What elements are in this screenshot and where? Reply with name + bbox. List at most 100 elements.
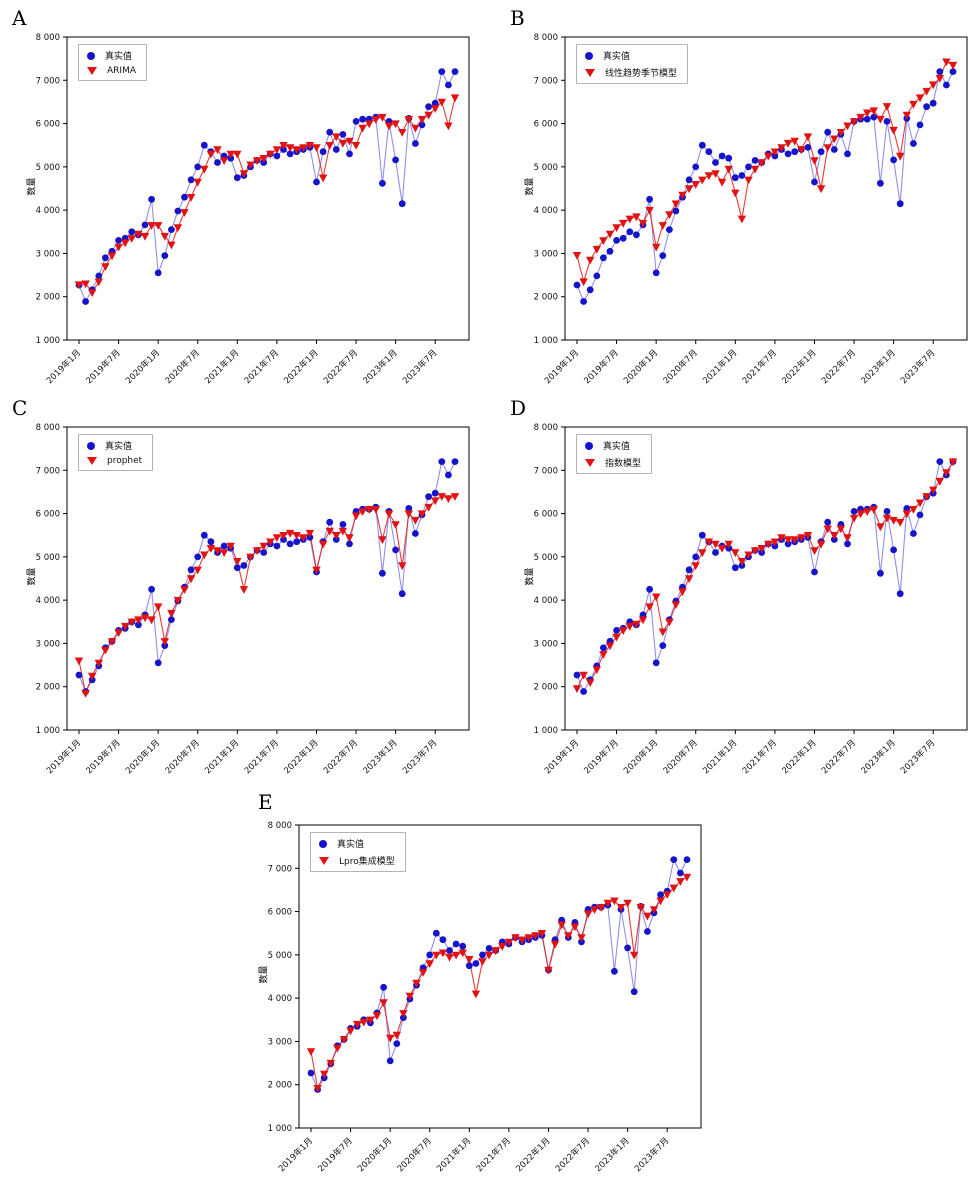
svg-text:2019年7月: 2019年7月 — [316, 1135, 355, 1174]
panel-letter-b: B — [510, 6, 525, 30]
y-axis-ticks: 1 000 2 000 3 000 4 000 5 000 6 000 7 000 8 000 — [534, 423, 565, 736]
svg-text:3 000: 3 000 — [534, 639, 558, 649]
svg-text:2021年7月: 2021年7月 — [740, 347, 779, 386]
svg-text:4 000: 4 000 — [534, 596, 558, 606]
legend-row-model: prophet — [87, 456, 142, 466]
legend-actual-label: 真实值 — [105, 442, 133, 452]
legend-row-actual: 真实值 — [319, 837, 395, 850]
panel-letter-a: A — [12, 6, 27, 30]
svg-text:5 000: 5 000 — [36, 553, 60, 563]
svg-text:2019年1月: 2019年1月 — [44, 737, 83, 776]
svg-text:4 000: 4 000 — [268, 994, 292, 1004]
svg-text:8 000: 8 000 — [534, 33, 558, 43]
actual-series-line — [78, 459, 456, 693]
svg-text:2023年7月: 2023年7月 — [400, 347, 439, 386]
svg-text:5 000: 5 000 — [36, 163, 60, 173]
svg-text:2019年1月: 2019年1月 — [44, 347, 83, 386]
x-axis-ticks: 2019年1月 2019年7月 2020年1月 2020年7月 2021年1月 2021年… — [542, 730, 937, 776]
actual-circle-marker-icon — [319, 839, 327, 848]
svg-text:8 000: 8 000 — [36, 423, 60, 433]
svg-text:2023年1月: 2023年1月 — [859, 347, 898, 386]
y-axis-ticks: 1 000 2 000 3 000 4 000 5 000 6 000 7 000 8 000 — [36, 423, 67, 736]
svg-text:2021年1月: 2021年1月 — [203, 737, 242, 776]
svg-text:2019年7月: 2019年7月 — [84, 347, 123, 386]
chart-panel-a: A 数量 1 000 2 000 3 000 4 000 5 000 6 000 7 000… — [8, 8, 486, 400]
svg-text:2020年1月: 2020年1月 — [621, 347, 660, 386]
svg-text:5 000: 5 000 — [268, 951, 292, 961]
svg-text:2023年7月: 2023年7月 — [632, 1135, 671, 1174]
actual-circle-marker-icon — [87, 51, 95, 60]
svg-text:2020年7月: 2020年7月 — [163, 737, 202, 776]
actual-circle-marker-icon — [87, 441, 95, 450]
x-axis-ticks: 2019年1月 2019年7月 2020年1月 2020年7月 2021年1月 2021年… — [276, 1128, 671, 1174]
svg-text:2023年7月: 2023年7月 — [898, 347, 937, 386]
svg-text:2021年1月: 2021年1月 — [435, 1135, 474, 1174]
legend-model-label: prophet — [107, 456, 143, 466]
svg-text:5 000: 5 000 — [534, 163, 558, 173]
svg-text:1 000: 1 000 — [268, 1124, 292, 1134]
svg-text:6 000: 6 000 — [268, 908, 292, 918]
svg-text:1 000: 1 000 — [534, 336, 558, 346]
chart-panel-b: B 数量 1 000 2 000 3 000 4 000 5 000 6 000 7 000… — [506, 8, 972, 400]
svg-text:2022年7月: 2022年7月 — [819, 347, 858, 386]
svg-text:2022年1月: 2022年1月 — [514, 1135, 553, 1174]
actual-series-line — [78, 69, 456, 303]
y-axis-ticks: 1 000 2 000 3 000 4 000 5 000 6 000 7 000 8 000 — [268, 821, 299, 1134]
svg-text:2021年1月: 2021年1月 — [701, 347, 740, 386]
svg-text:6 000: 6 000 — [36, 120, 60, 130]
svg-text:2020年7月: 2020年7月 — [163, 347, 202, 386]
model-triangle-marker-icon — [87, 457, 97, 465]
svg-text:7 000: 7 000 — [534, 76, 558, 86]
svg-text:2022年1月: 2022年1月 — [780, 737, 819, 776]
svg-text:2021年7月: 2021年7月 — [474, 1135, 513, 1174]
svg-text:2019年1月: 2019年1月 — [542, 347, 581, 386]
legend-box: 真实值 线性趋势季节模型 — [576, 44, 689, 84]
svg-text:2 000: 2 000 — [36, 683, 60, 693]
legend-box: 真实值 ARIMA — [78, 44, 147, 81]
svg-text:5 000: 5 000 — [534, 553, 558, 563]
chart-panel-c: C 数量 1 000 2 000 3 000 4 000 5 000 6 000 7 000… — [8, 398, 486, 790]
model-series-line — [576, 60, 954, 284]
plot-canvas-e: 1 000 2 000 3 000 4 000 5 000 6 000 7 000 8 000… — [268, 821, 702, 1174]
model-series-markers — [572, 458, 958, 693]
legend-actual-label: 真实值 — [603, 442, 631, 452]
model-triangle-marker-icon — [87, 67, 97, 75]
svg-text:7 000: 7 000 — [534, 466, 558, 476]
legend-model-label: Lpro集成模型 — [339, 857, 395, 867]
svg-text:6 000: 6 000 — [534, 120, 558, 130]
svg-text:2019年7月: 2019年7月 — [84, 737, 123, 776]
svg-text:2020年1月: 2020年1月 — [621, 737, 660, 776]
svg-text:1 000: 1 000 — [36, 726, 60, 736]
svg-text:2022年7月: 2022年7月 — [819, 737, 858, 776]
svg-text:2023年1月: 2023年1月 — [593, 1135, 632, 1174]
actual-circle-marker-icon — [585, 441, 593, 450]
svg-text:2022年1月: 2022年1月 — [282, 347, 321, 386]
svg-text:6 000: 6 000 — [36, 510, 60, 520]
svg-text:3 000: 3 000 — [268, 1037, 292, 1047]
legend-model-label: 指数模型 — [605, 459, 642, 469]
svg-text:4 000: 4 000 — [36, 596, 60, 606]
svg-text:3 000: 3 000 — [36, 249, 60, 259]
svg-text:3 000: 3 000 — [36, 639, 60, 649]
svg-text:2019年1月: 2019年1月 — [542, 737, 581, 776]
chart-panel-d: D 数量 1 000 2 000 3 000 4 000 5 000 6 000 7 000… — [506, 398, 972, 790]
legend-box: 真实值 指数模型 — [576, 434, 653, 474]
svg-text:2023年1月: 2023年1月 — [361, 347, 400, 386]
y-axis-ticks: 1 000 2 000 3 000 4 000 5 000 6 000 7 000 8 000 — [36, 33, 67, 346]
svg-text:7 000: 7 000 — [268, 864, 292, 874]
plot-frame — [66, 36, 470, 341]
y-axis-ticks: 1 000 2 000 3 000 4 000 5 000 6 000 7 000 8 000 — [534, 33, 565, 346]
svg-text:2 000: 2 000 — [534, 683, 558, 693]
svg-text:2019年7月: 2019年7月 — [582, 347, 621, 386]
svg-text:8 000: 8 000 — [36, 33, 60, 43]
model-series-markers — [306, 873, 692, 1093]
svg-text:1 000: 1 000 — [534, 726, 558, 736]
svg-text:4 000: 4 000 — [36, 206, 60, 216]
plot-canvas-d: 1 000 2 000 3 000 4 000 5 000 6 000 7 000 8 000… — [534, 423, 968, 776]
svg-text:2020年1月: 2020年1月 — [123, 737, 162, 776]
model-series-markers — [572, 58, 958, 287]
plot-canvas-c: 1 000 2 000 3 000 4 000 5 000 6 000 7 000 8 000… — [36, 423, 470, 776]
chart-panel-e: E 数量 1 000 2 000 3 000 4 000 5 000 6 000 7 000… — [240, 792, 718, 1178]
svg-text:2 000: 2 000 — [534, 293, 558, 303]
